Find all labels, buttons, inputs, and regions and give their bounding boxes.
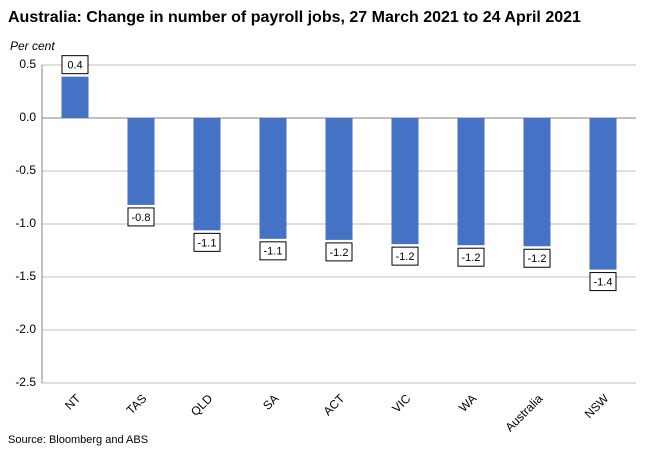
x-tick-label: SA [260, 391, 281, 412]
data-label-box [61, 55, 89, 75]
bar [589, 118, 617, 270]
y-tick-label: -1.0 [15, 216, 36, 230]
bar [523, 118, 551, 247]
x-tick-label: ACT [320, 391, 347, 418]
bar [457, 118, 485, 246]
data-label-box [127, 207, 155, 227]
data-label-box [457, 247, 485, 267]
data-label: -1.4 [594, 276, 613, 288]
data-label: -1.2 [396, 251, 415, 263]
x-tick-label: NSW [582, 391, 612, 421]
data-label-box [589, 272, 617, 292]
y-tick-label: -0.5 [15, 163, 36, 177]
y-tick-label: 0.0 [19, 110, 36, 124]
y-tick-label: -2.5 [15, 375, 36, 389]
bar [325, 118, 353, 240]
x-tick-label: QLD [188, 391, 216, 419]
bar [127, 118, 155, 205]
x-tick-label: NT [62, 391, 84, 413]
x-tick-label: VIC [389, 391, 413, 415]
data-label: 0.4 [67, 60, 82, 72]
bar [61, 76, 89, 118]
data-label: -1.2 [330, 247, 349, 259]
data-label-box [193, 232, 221, 252]
x-tick-label: WA [456, 391, 479, 414]
y-axis-label: Per cent [10, 39, 55, 53]
y-tick-label: 0.5 [19, 57, 36, 71]
data-label-box [523, 248, 551, 268]
x-tick-label: TAS [124, 391, 150, 417]
data-label: -0.8 [132, 212, 151, 224]
chart-title: Australia: Change in number of payroll j… [8, 9, 581, 26]
bar [193, 118, 221, 231]
y-tick-label: -2.0 [15, 322, 36, 336]
y-tick-label: -1.5 [15, 269, 36, 283]
source-note: Source: Bloomberg and ABS [8, 434, 148, 446]
bar [391, 118, 419, 245]
data-label-box [259, 241, 287, 261]
bar [259, 118, 287, 239]
data-label: -1.2 [462, 252, 481, 264]
data-label-box [325, 242, 353, 262]
data-label: -1.1 [264, 246, 283, 258]
data-label: -1.1 [198, 237, 217, 249]
x-tick-label: Australia [502, 391, 545, 434]
data-label: -1.2 [528, 253, 547, 265]
data-label-box [391, 246, 419, 266]
